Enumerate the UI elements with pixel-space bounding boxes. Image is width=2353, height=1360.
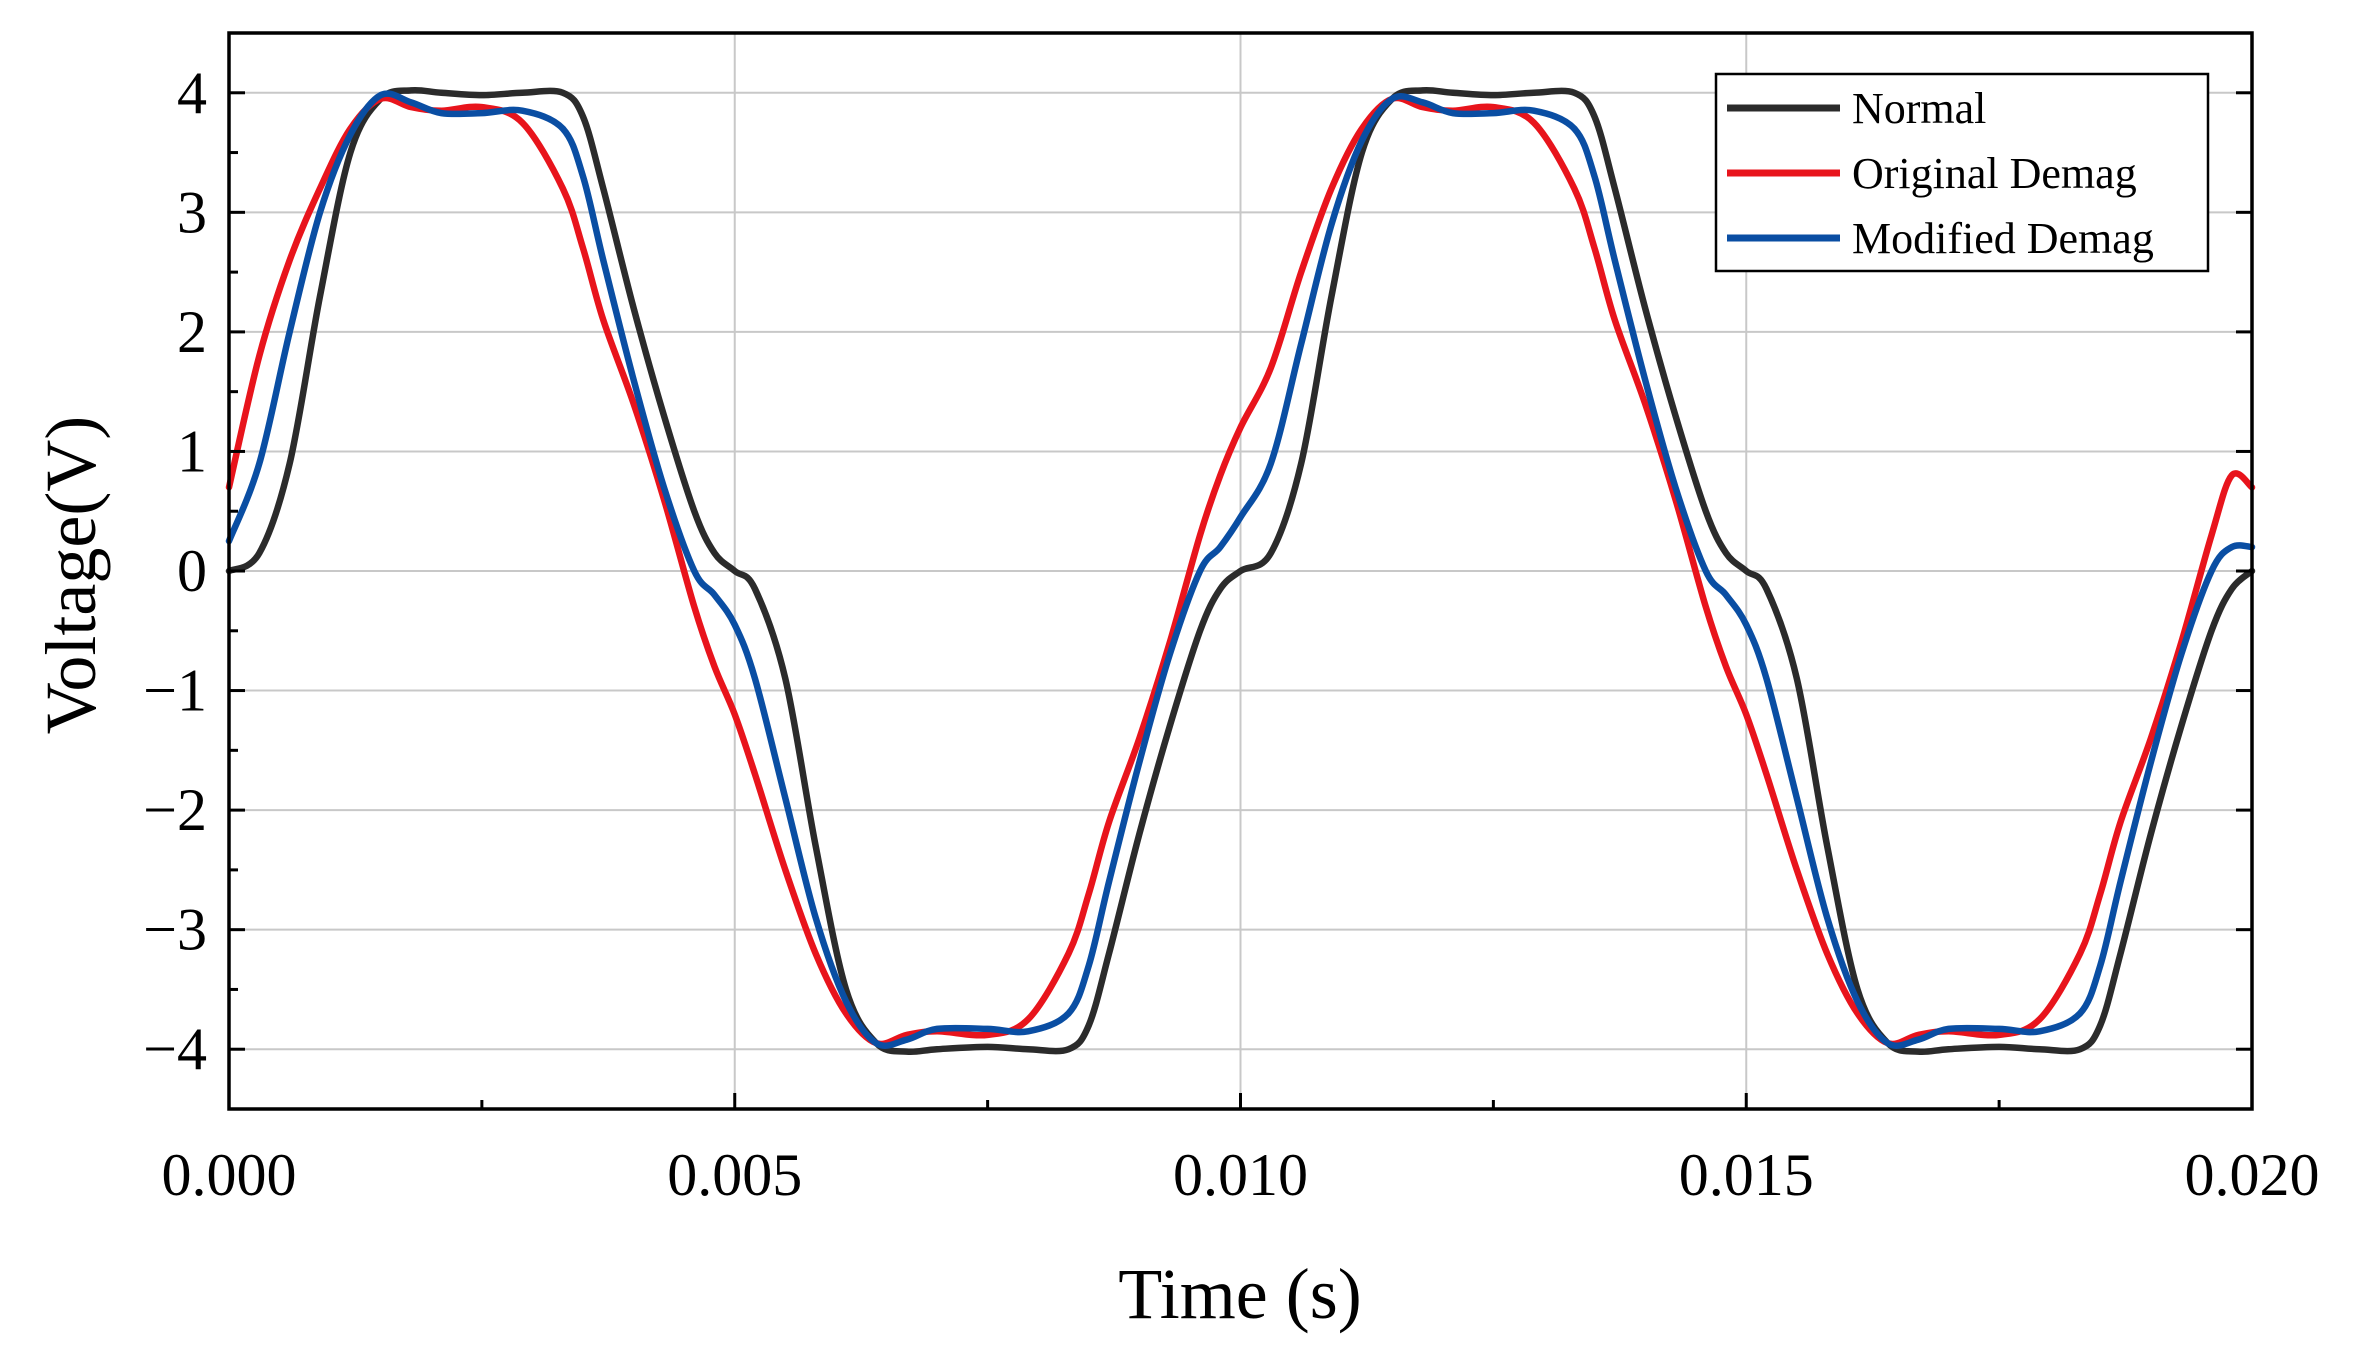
y-tick-label: 2 (177, 299, 207, 365)
legend-items: Normal Original Demag Modified Demag (1727, 84, 2154, 263)
y-tick-label: 0 (177, 538, 207, 604)
series-lines (225, 86, 2256, 1056)
x-tick-label: 0.000 (162, 1142, 297, 1208)
y-axis-title: Voltage(V) (31, 416, 111, 735)
legend: Normal Original Demag Modified Demag (1714, 72, 2210, 273)
y-tick-label: −3 (143, 897, 207, 963)
y-tick-label: −4 (143, 1016, 207, 1082)
x-tick-label: 0.015 (1679, 1142, 1814, 1208)
legend-label-normal: Normal (1852, 84, 1986, 133)
legend-label-modified-demag: Modified Demag (1852, 214, 2154, 263)
x-axis-title: Time (s) (1118, 1254, 1361, 1334)
legend-label-original-demag: Original Demag (1852, 149, 2137, 198)
y-tick-label: 3 (177, 179, 207, 245)
series-line-modified-demag (225, 90, 2256, 1049)
x-tick-label: 0.005 (667, 1142, 802, 1208)
y-tick-label: −1 (143, 658, 207, 724)
tick-labels: 0.000 0.005 0.010 0.015 0.020 4 3 2 1 0 −1 −2 −3 −4 (143, 60, 2319, 1208)
axis-ticks (227, 91, 2254, 1109)
y-tick-label: −2 (143, 777, 207, 843)
x-tick-label: 0.010 (1173, 1142, 1308, 1208)
y-tick-label: 1 (177, 418, 207, 484)
x-tick-label: 0.020 (2185, 1142, 2320, 1208)
series-line-original-demag (225, 94, 2256, 1048)
y-tick-label: 4 (177, 60, 207, 126)
